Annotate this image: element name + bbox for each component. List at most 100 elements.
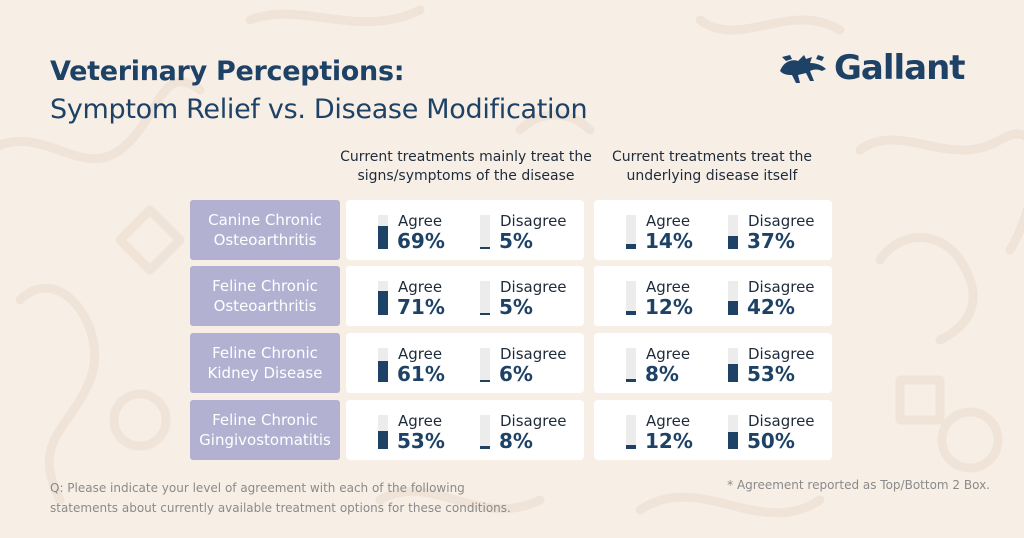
disagree-label: Disagree [748,345,815,363]
bar-track [480,215,490,249]
disagree-label: Disagree [748,212,815,230]
page-title: Veterinary Perceptions: [50,56,405,87]
data-card-underlying: Agree 14% Disagree 37% [594,200,832,260]
agree-value: 8% [645,362,679,386]
agree-value: 53% [397,429,445,453]
disagree-cell: Disagree 8% [480,400,590,460]
bar-track [626,215,636,249]
row-label: Feline Chronic Osteoarthritis [190,266,340,326]
row-label: Canine Chronic Osteoarthritis [190,200,340,260]
footnote-line: statements about currently available tre… [50,501,511,515]
data-card-symptoms: Agree 69% Disagree 5% [346,200,584,260]
disagree-label: Disagree [748,278,815,296]
column-header-line: underlying disease itself [626,168,798,184]
bar-track [378,281,388,315]
data-card-symptoms: Agree 61% Disagree 6% [346,333,584,393]
disagree-bar [480,313,490,315]
disagree-label: Disagree [500,412,567,430]
agree-bar [378,361,388,382]
agree-value: 71% [397,295,445,319]
agree-label: Agree [398,278,443,296]
agree-bar [626,244,636,249]
disagree-label: Disagree [748,412,815,430]
column-header-line: Current treatments mainly treat the [340,149,592,165]
bar-track [728,281,738,315]
disagree-cell: Disagree 6% [480,333,590,393]
agree-label: Agree [646,212,691,230]
bar-track [378,415,388,449]
data-card-symptoms: Agree 53% Disagree 8% [346,400,584,460]
agree-value: 61% [397,362,445,386]
agree-label: Agree [398,412,443,430]
pack-of-animals-icon [780,55,826,83]
agree-bar [378,226,388,249]
agree-label: Agree [646,278,691,296]
agree-value: 14% [645,229,693,253]
disagree-bar [728,301,738,315]
agree-bar [626,311,636,315]
agree-cell: Agree 12% [626,266,736,326]
disagree-cell: Disagree 53% [728,333,838,393]
column-header-line: signs/symptoms of the disease [357,168,575,184]
agree-cell: Agree 14% [626,200,736,260]
agree-label: Agree [398,212,443,230]
agree-cell: Agree 61% [378,333,488,393]
column-header-line: Current treatments treat the [611,149,813,165]
disagree-bar [480,446,490,449]
agree-cell: Agree 69% [378,200,488,260]
row-label-line: Osteoarthritis [213,231,317,249]
agree-bar [626,379,636,382]
bar-track [728,215,738,249]
data-card-symptoms: Agree 71% Disagree 5% [346,266,584,326]
row-label: Feline Chronic Kidney Disease [190,333,340,393]
row-label-line: Canine Chronic [208,211,322,229]
data-card-underlying: Agree 8% Disagree 53% [594,333,832,393]
disagree-bar [728,236,738,249]
column-header-underlying: Current treatments treat the underlying … [580,148,844,186]
disagree-cell: Disagree 5% [480,266,590,326]
agree-cell: Agree 8% [626,333,736,393]
disagree-value: 5% [499,229,533,253]
question-footnote: Q: Please indicate your level of agreeme… [50,478,520,518]
disagree-label: Disagree [500,278,567,296]
disagree-value: 8% [499,429,533,453]
column-header-symptoms: Current treatments mainly treat the sign… [334,148,598,186]
disagree-label: Disagree [500,212,567,230]
row-label-line: Osteoarthritis [213,297,317,315]
brand-name: Gallant [834,48,966,88]
data-card-underlying: Agree 12% Disagree 50% [594,400,832,460]
bar-track [480,281,490,315]
row-label-line: Feline Chronic [212,411,318,429]
footnote-line: Q: Please indicate your level of agreeme… [50,481,465,495]
bar-track [480,415,490,449]
disagree-cell: Disagree 50% [728,400,838,460]
agree-value: 12% [645,295,693,319]
agree-label: Agree [646,412,691,430]
agree-bar [378,431,388,449]
method-footnote: * Agreement reported as Top/Bottom 2 Box… [727,478,990,492]
row-label-line: Kidney Disease [207,364,323,382]
bar-track [728,415,738,449]
disagree-value: 42% [747,295,795,319]
agree-label: Agree [646,345,691,363]
disagree-bar [480,247,490,249]
disagree-value: 50% [747,429,795,453]
row-label-line: Feline Chronic [212,344,318,362]
disagree-cell: Disagree 37% [728,200,838,260]
agree-value: 69% [397,229,445,253]
disagree-bar [728,364,738,382]
agree-cell: Agree 71% [378,266,488,326]
disagree-cell: Disagree 42% [728,266,838,326]
agree-cell: Agree 53% [378,400,488,460]
disagree-cell: Disagree 5% [480,200,590,260]
agree-bar [626,445,636,449]
disagree-bar [480,380,490,382]
bar-track [626,281,636,315]
agree-value: 12% [645,429,693,453]
bar-track [378,348,388,382]
bar-track [378,215,388,249]
disagree-value: 6% [499,362,533,386]
agree-cell: Agree 12% [626,400,736,460]
disagree-value: 53% [747,362,795,386]
brand-logo: Gallant [778,48,966,88]
